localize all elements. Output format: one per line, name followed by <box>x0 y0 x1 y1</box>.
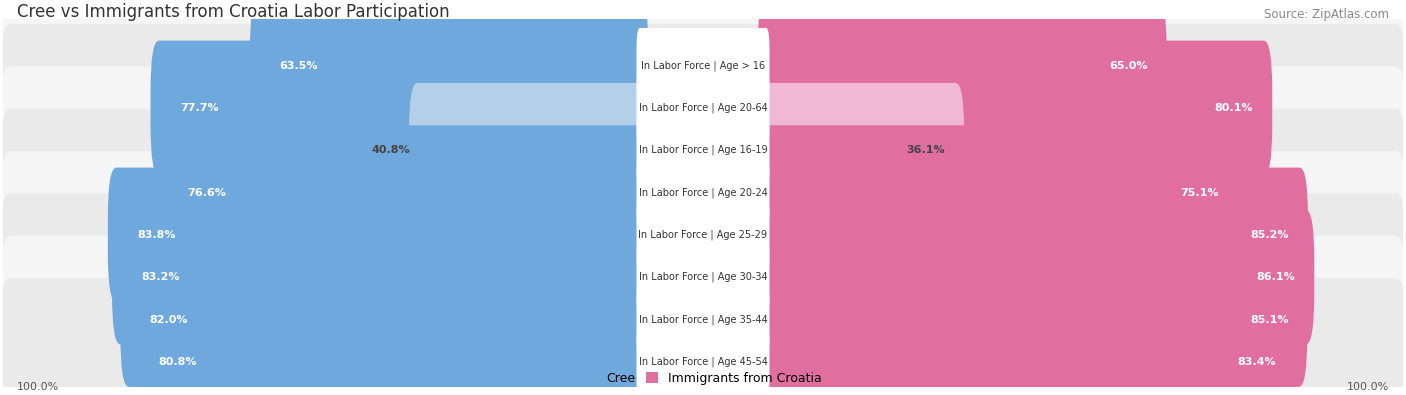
FancyBboxPatch shape <box>0 109 1406 276</box>
Text: In Labor Force | Age 25-29: In Labor Force | Age 25-29 <box>638 229 768 240</box>
Text: 100.0%: 100.0% <box>1347 382 1389 392</box>
FancyBboxPatch shape <box>637 28 769 103</box>
FancyBboxPatch shape <box>0 194 1406 361</box>
Text: 85.2%: 85.2% <box>1250 230 1289 240</box>
Text: In Labor Force | Age > 16: In Labor Force | Age > 16 <box>641 60 765 71</box>
FancyBboxPatch shape <box>758 41 1272 175</box>
Text: In Labor Force | Age 16-19: In Labor Force | Age 16-19 <box>638 145 768 156</box>
Text: 40.8%: 40.8% <box>371 145 411 155</box>
FancyBboxPatch shape <box>0 0 1406 149</box>
Text: 82.0%: 82.0% <box>150 314 188 325</box>
Text: Source: ZipAtlas.com: Source: ZipAtlas.com <box>1264 8 1389 21</box>
Text: 83.8%: 83.8% <box>138 230 176 240</box>
FancyBboxPatch shape <box>637 70 769 146</box>
Text: 77.7%: 77.7% <box>180 103 218 113</box>
FancyBboxPatch shape <box>758 252 1308 387</box>
Text: 80.1%: 80.1% <box>1215 103 1253 113</box>
FancyBboxPatch shape <box>121 252 648 387</box>
FancyBboxPatch shape <box>758 210 1315 344</box>
Text: 36.1%: 36.1% <box>907 145 945 155</box>
FancyBboxPatch shape <box>0 66 1406 234</box>
FancyBboxPatch shape <box>637 239 769 315</box>
Text: Cree vs Immigrants from Croatia Labor Participation: Cree vs Immigrants from Croatia Labor Pa… <box>17 3 450 21</box>
Text: 80.8%: 80.8% <box>159 357 197 367</box>
FancyBboxPatch shape <box>159 125 648 260</box>
Text: In Labor Force | Age 35-44: In Labor Force | Age 35-44 <box>638 314 768 325</box>
Text: In Labor Force | Age 30-34: In Labor Force | Age 30-34 <box>638 272 768 282</box>
Text: In Labor Force | Age 20-64: In Labor Force | Age 20-64 <box>638 103 768 113</box>
Legend: Cree, Immigrants from Croatia: Cree, Immigrants from Croatia <box>583 372 823 385</box>
Text: 83.2%: 83.2% <box>142 272 180 282</box>
Text: 86.1%: 86.1% <box>1257 272 1295 282</box>
FancyBboxPatch shape <box>637 282 769 357</box>
FancyBboxPatch shape <box>129 295 648 395</box>
Text: 76.6%: 76.6% <box>187 188 226 198</box>
Text: 63.5%: 63.5% <box>280 60 318 71</box>
Text: 65.0%: 65.0% <box>1109 60 1147 71</box>
FancyBboxPatch shape <box>758 0 1167 133</box>
FancyBboxPatch shape <box>758 83 965 218</box>
Text: 85.1%: 85.1% <box>1250 314 1288 325</box>
FancyBboxPatch shape <box>758 167 1308 302</box>
Text: In Labor Force | Age 20-24: In Labor Force | Age 20-24 <box>638 187 768 198</box>
FancyBboxPatch shape <box>150 41 648 175</box>
FancyBboxPatch shape <box>250 0 648 133</box>
FancyBboxPatch shape <box>637 155 769 230</box>
Text: In Labor Force | Age 45-54: In Labor Force | Age 45-54 <box>638 357 768 367</box>
FancyBboxPatch shape <box>758 125 1237 260</box>
FancyBboxPatch shape <box>0 151 1406 319</box>
FancyBboxPatch shape <box>637 113 769 188</box>
FancyBboxPatch shape <box>0 236 1406 395</box>
FancyBboxPatch shape <box>108 167 648 302</box>
FancyBboxPatch shape <box>758 295 1295 395</box>
FancyBboxPatch shape <box>0 24 1406 192</box>
Text: 75.1%: 75.1% <box>1180 188 1219 198</box>
Text: 83.4%: 83.4% <box>1237 357 1277 367</box>
FancyBboxPatch shape <box>112 210 648 344</box>
FancyBboxPatch shape <box>409 83 648 218</box>
Text: 100.0%: 100.0% <box>17 382 59 392</box>
FancyBboxPatch shape <box>0 278 1406 395</box>
FancyBboxPatch shape <box>637 324 769 395</box>
FancyBboxPatch shape <box>637 197 769 273</box>
